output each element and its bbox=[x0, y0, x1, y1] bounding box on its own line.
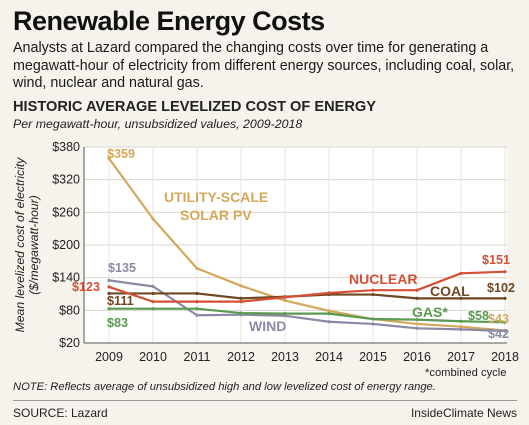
page-title: Renewable Energy Costs bbox=[13, 6, 325, 36]
data-point-coal bbox=[415, 296, 419, 300]
x-tick-label: 2015 bbox=[359, 350, 387, 364]
x-tick-label: 2017 bbox=[447, 350, 475, 364]
x-tick-label: 2009 bbox=[95, 350, 123, 364]
data-point-gas bbox=[239, 311, 243, 315]
x-tick-label: 2018 bbox=[491, 350, 519, 364]
series-line-nuclear bbox=[108, 270, 506, 303]
data-point-utility-scale-solar-pv bbox=[107, 156, 111, 161]
series-name-label-nuclear: NUCLEAR bbox=[349, 271, 417, 287]
series-name-label-gas: GAS* bbox=[412, 304, 448, 320]
data-point-wind bbox=[415, 326, 419, 330]
data-point-gas bbox=[459, 319, 463, 323]
data-point-utility-scale-solar-pv bbox=[239, 284, 243, 288]
data-point-nuclear bbox=[371, 288, 375, 292]
footer-divider bbox=[13, 400, 517, 401]
y-axis-label-line: Mean levelized cost of electricity bbox=[13, 157, 27, 333]
data-point-utility-scale-solar-pv bbox=[195, 266, 199, 271]
end-value-label-utility-scale-solar-pv: $43 bbox=[488, 312, 509, 326]
data-point-gas bbox=[151, 307, 155, 311]
y-tick-label: $260 bbox=[52, 205, 80, 219]
end-value-label-gas: $58 bbox=[468, 309, 489, 323]
y-tick-label: $20 bbox=[59, 336, 80, 350]
start-value-label-gas: $83 bbox=[107, 316, 128, 330]
data-point-coal bbox=[107, 291, 111, 296]
data-point-wind bbox=[503, 329, 507, 333]
data-point-nuclear bbox=[503, 270, 507, 274]
data-point-gas bbox=[195, 307, 199, 311]
credit-text: InsideClimate News bbox=[410, 406, 517, 420]
data-point-coal bbox=[459, 296, 463, 300]
data-point-gas bbox=[283, 312, 287, 316]
data-point-gas bbox=[415, 317, 419, 322]
data-point-nuclear bbox=[415, 288, 419, 292]
data-point-coal bbox=[371, 292, 375, 297]
data-point-nuclear bbox=[283, 295, 287, 299]
x-tick-label: 2010 bbox=[139, 350, 167, 364]
data-point-nuclear bbox=[327, 291, 331, 295]
chart-subtitle: Per megawatt-hour, unsubsidized values, … bbox=[13, 117, 303, 131]
x-tick-label: 2011 bbox=[184, 350, 211, 364]
data-point-gas bbox=[503, 320, 507, 324]
series-name-label-utility-scale-solar-pv: SOLAR PV bbox=[180, 207, 252, 223]
y-tick-label: $320 bbox=[52, 173, 80, 187]
data-point-nuclear bbox=[459, 271, 463, 275]
series-name-label-coal: COAL bbox=[430, 283, 470, 299]
data-point-utility-scale-solar-pv bbox=[415, 322, 419, 326]
y-axis-label-line: ($/megawatt-hour) bbox=[27, 195, 41, 295]
data-point-wind bbox=[371, 322, 375, 326]
series-name-label-utility-scale-solar-pv: UTILITY-SCALE bbox=[164, 189, 268, 205]
data-point-utility-scale-solar-pv bbox=[151, 217, 155, 221]
x-tick-label: 2016 bbox=[403, 350, 431, 364]
data-point-gas bbox=[371, 317, 375, 321]
data-point-utility-scale-solar-pv bbox=[283, 298, 287, 303]
end-value-label-coal: $102 bbox=[487, 281, 515, 295]
y-tick-label: $380 bbox=[52, 140, 80, 154]
chart-note: NOTE: Reflects average of unsubsidized h… bbox=[13, 381, 436, 393]
data-point-coal bbox=[503, 296, 507, 300]
series-line-gas bbox=[109, 307, 506, 324]
series-name-label-wind: WIND bbox=[249, 318, 286, 334]
data-point-coal bbox=[239, 296, 243, 300]
start-value-label-coal: $111 bbox=[107, 294, 134, 308]
data-point-nuclear bbox=[107, 285, 111, 289]
y-axis-label: Mean levelized cost of electricity($/meg… bbox=[13, 157, 41, 333]
y-tick-label: $80 bbox=[59, 303, 80, 317]
y-tick-label: $200 bbox=[52, 238, 80, 252]
data-point-nuclear bbox=[195, 300, 199, 304]
data-point-nuclear bbox=[239, 300, 243, 304]
data-point-nuclear bbox=[151, 300, 155, 304]
start-value-label-nuclear: $123 bbox=[72, 280, 100, 294]
data-point-coal bbox=[151, 291, 155, 296]
x-tick-label: 2013 bbox=[271, 350, 299, 364]
end-value-label-nuclear: $151 bbox=[482, 253, 510, 267]
x-tick-label: 2012 bbox=[227, 350, 255, 364]
start-value-label-utility-scale-solar-pv: $359 bbox=[107, 147, 135, 161]
series-line-utility-scale-solar-pv bbox=[108, 157, 506, 332]
data-point-coal bbox=[195, 291, 199, 296]
data-point-wind bbox=[107, 278, 111, 282]
data-point-wind bbox=[459, 327, 463, 331]
intro-text: Analysts at Lazard compared the changing… bbox=[13, 40, 515, 91]
y-tick-label: $140 bbox=[52, 271, 80, 285]
data-point-gas bbox=[327, 312, 331, 316]
chart-title: HISTORIC AVERAGE LEVELIZED COST OF ENERG… bbox=[13, 99, 376, 115]
combined-cycle-footnote: *combined cycle bbox=[425, 367, 507, 379]
source-text: SOURCE: Lazard bbox=[13, 406, 108, 420]
start-value-label-wind: $135 bbox=[108, 261, 136, 275]
data-point-utility-scale-solar-pv bbox=[459, 325, 463, 329]
x-tick-label: 2014 bbox=[315, 350, 343, 364]
data-point-wind bbox=[327, 320, 331, 324]
data-point-wind bbox=[195, 313, 199, 317]
data-point-gas bbox=[107, 307, 111, 311]
data-point-wind bbox=[151, 284, 155, 288]
data-point-utility-scale-solar-pv bbox=[327, 309, 331, 313]
end-value-label-wind: $42 bbox=[488, 327, 509, 341]
